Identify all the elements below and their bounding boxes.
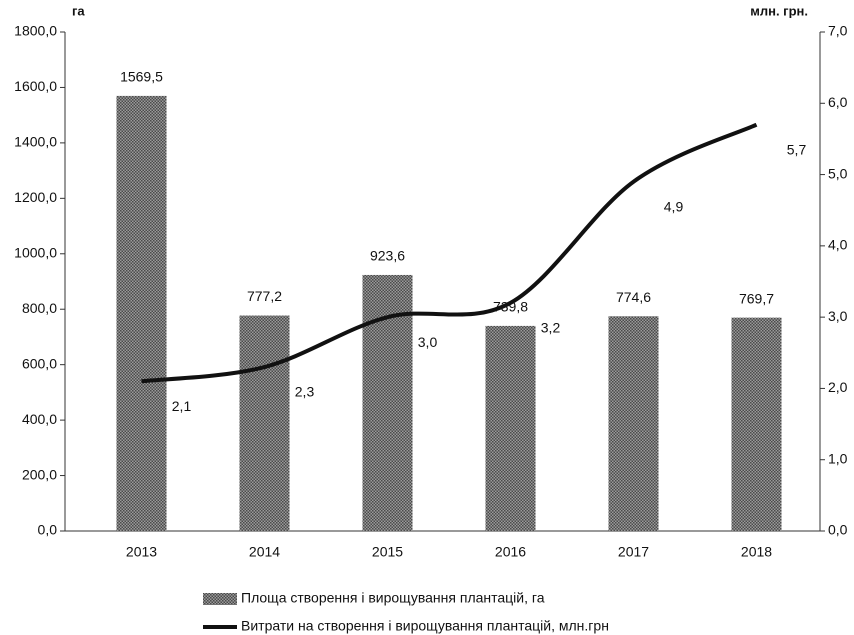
y2-tick-label: 7,0	[828, 23, 848, 39]
y-tick-label: 1800,0	[14, 23, 57, 39]
bar-value-label: 739,8	[493, 299, 528, 315]
y2-tick-label: 1,0	[828, 450, 848, 466]
bar-value-label: 774,6	[616, 289, 651, 305]
bar	[731, 317, 782, 531]
y-tick-label: 800,0	[22, 300, 57, 316]
y-tick-label: 600,0	[22, 355, 57, 371]
bar	[608, 316, 659, 531]
x-tick-label: 2013	[126, 544, 157, 560]
line-value-label: 2,3	[295, 384, 315, 400]
bar	[116, 95, 167, 531]
y2-tick-label: 6,0	[828, 94, 848, 110]
line-value-label: 3,0	[418, 334, 438, 350]
y-tick-label: 200,0	[22, 466, 57, 482]
x-tick-label: 2014	[249, 544, 280, 560]
x-tick-label: 2015	[372, 544, 403, 560]
bar-value-label: 923,6	[370, 248, 405, 264]
y2-tick-label: 4,0	[828, 237, 848, 253]
y2-tick-label: 2,0	[828, 379, 848, 395]
y-tick-label: 0,0	[38, 522, 58, 538]
line-value-label: 4,9	[664, 198, 684, 214]
line-series	[141, 122, 758, 384]
y2-tick-label: 3,0	[828, 308, 848, 324]
y-tick-label: 1400,0	[14, 134, 57, 150]
bar	[485, 325, 536, 531]
bar-value-label: 769,7	[739, 290, 774, 306]
legend-label: Площа створення і вирощування плантацій,…	[241, 590, 545, 606]
line-value-label: 2,1	[172, 398, 192, 414]
y2-tick-label: 5,0	[828, 165, 848, 181]
line-value-label: 3,2	[541, 320, 561, 336]
x-tick-label: 2016	[495, 544, 526, 560]
bar-value-label: 777,2	[247, 288, 282, 304]
y-unit-label: га	[72, 3, 85, 18]
y-tick-label: 1600,0	[14, 78, 57, 94]
bar-value-label: 1569,5	[120, 69, 163, 85]
line-value-label: 5,7	[787, 141, 807, 157]
y-tick-label: 1000,0	[14, 244, 57, 260]
y2-tick-label: 0,0	[828, 522, 848, 538]
bar	[239, 315, 290, 531]
x-tick-label: 2018	[741, 544, 772, 560]
legend-label: Витрати на створення і вирощування плант…	[241, 618, 609, 634]
legend-swatch	[203, 593, 237, 605]
y-tick-label: 1200,0	[14, 189, 57, 205]
y-tick-label: 400,0	[22, 411, 57, 427]
y2-unit-label: млн. грн.	[750, 3, 808, 18]
x-tick-label: 2017	[618, 544, 649, 560]
